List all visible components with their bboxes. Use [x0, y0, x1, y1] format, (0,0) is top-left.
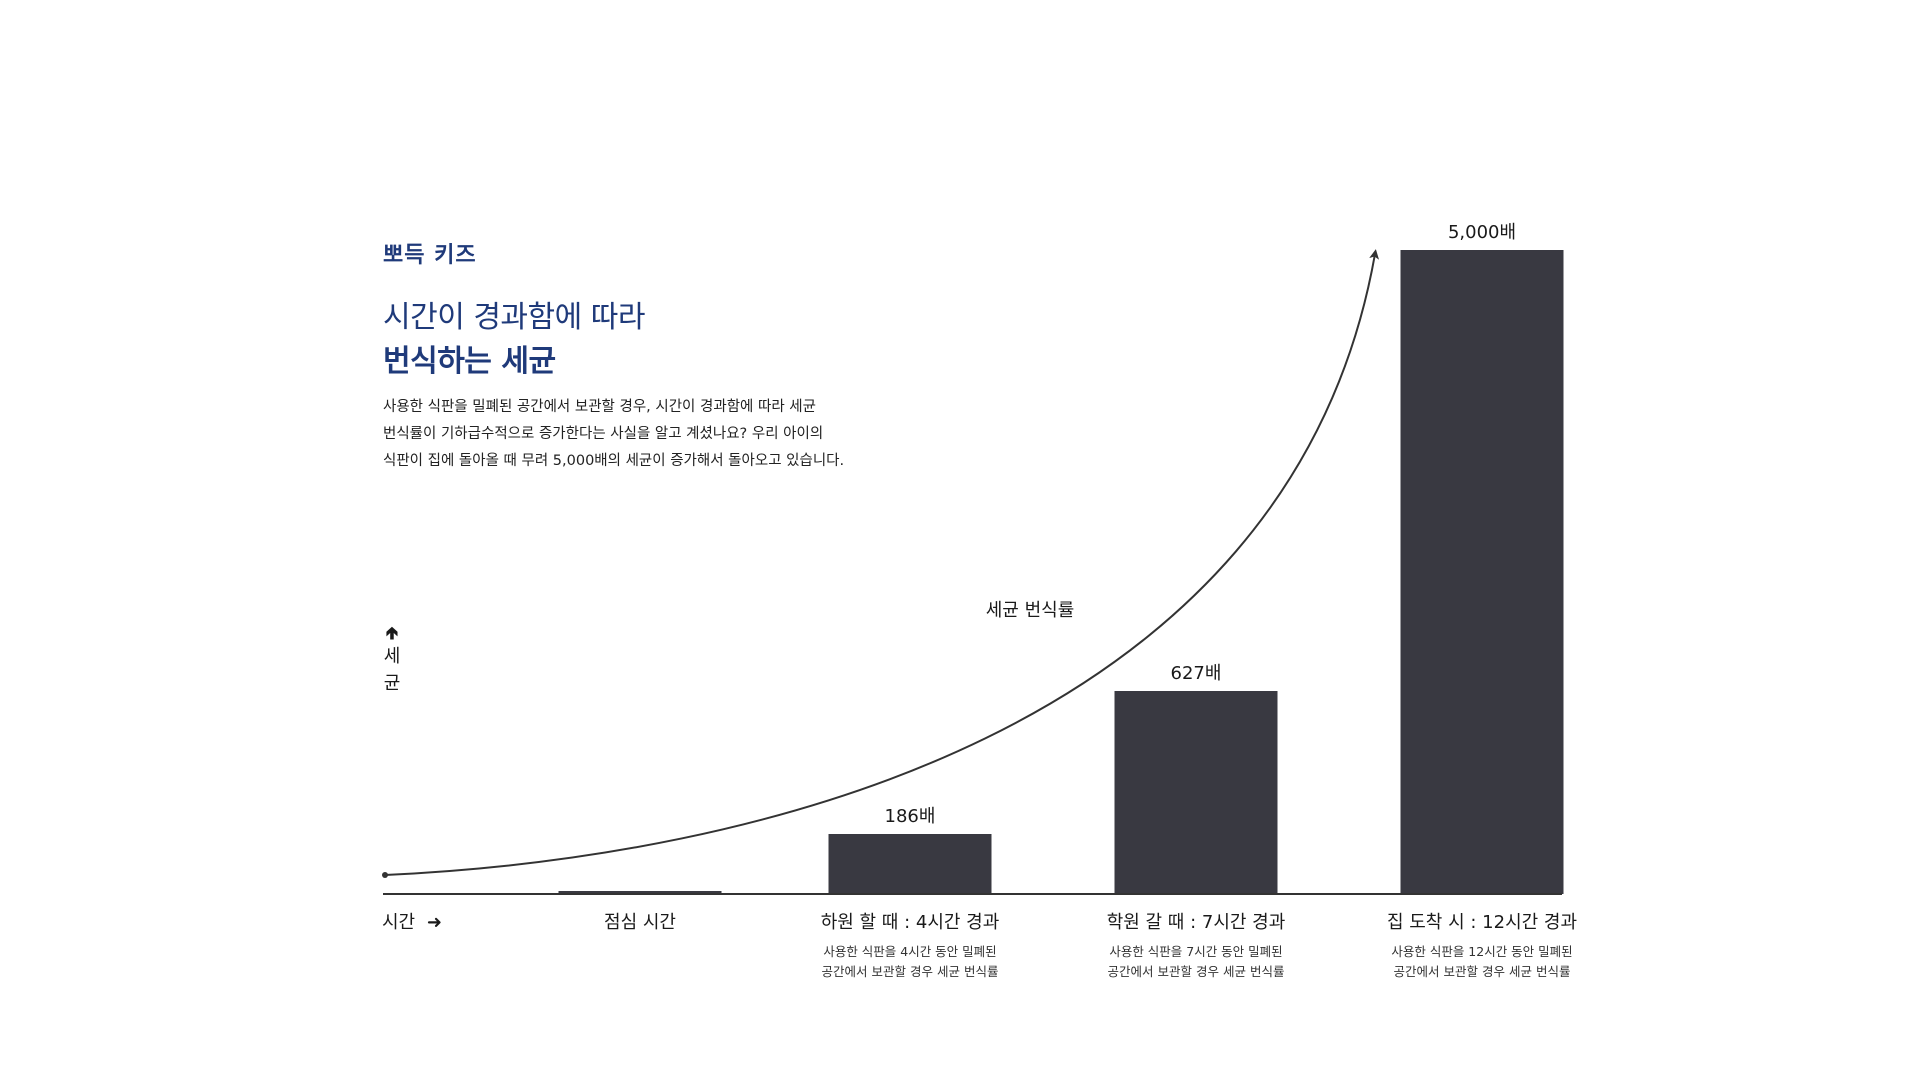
category-4h: 하원 할 때 : 4시간 경과 사용한 식판을 4시간 동안 밀폐된 공간에서 …: [750, 908, 1070, 982]
bars-layer: 186배 627배 5,000배: [558, 222, 1564, 894]
curve-start-dot: [382, 872, 388, 878]
category-label: 점심 시간: [604, 912, 676, 933]
growth-curve: [384, 249, 1380, 876]
y-axis-char: 세: [383, 646, 401, 667]
bar-value-label: 627배: [1171, 663, 1222, 684]
page-title-line1: 시간이 경과함에 따라: [383, 300, 645, 335]
bar: [1400, 250, 1564, 894]
x-axis-label: 시간 ➜: [382, 908, 442, 934]
y-axis-label: 🢁 세 균: [382, 625, 402, 697]
category-sublabel: 사용한 식판을 12시간 동안 밀폐된 공간에서 보관할 경우 세균 번식률: [1322, 942, 1642, 982]
brand-name: 뽀득 키즈: [383, 243, 477, 268]
sublabel-line: 공간에서 보관할 경우 세균 번식률: [1393, 964, 1571, 979]
category-sublabel: 사용한 식판을 4시간 동안 밀폐된 공간에서 보관할 경우 세균 번식률: [750, 942, 1070, 982]
category-lunch: 점심 시간: [480, 908, 800, 934]
sublabel-line: 사용한 식판을 7시간 동안 밀폐된: [1109, 944, 1283, 959]
category-12h: 집 도착 시 : 12시간 경과 사용한 식판을 12시간 동안 밀폐된 공간에…: [1322, 908, 1642, 982]
page-title-line2: 번식하는 세균: [383, 344, 556, 379]
category-label: 학원 갈 때 : 7시간 경과: [1106, 912, 1286, 933]
arrow-right-icon: ➜: [426, 912, 442, 933]
category-label: 집 도착 시 : 12시간 경과: [1386, 912, 1578, 933]
category-7h: 학원 갈 때 : 7시간 경과 사용한 식판을 7시간 동안 밀폐된 공간에서 …: [1036, 908, 1356, 982]
sublabel-line: 사용한 식판을 4시간 동안 밀폐된: [823, 944, 997, 959]
bar: [558, 891, 722, 894]
category-label: 하원 할 때 : 4시간 경과: [820, 912, 1000, 933]
bar: [1114, 691, 1278, 894]
description-line: 사용한 식판을 밀폐된 공간에서 보관할 경우, 시간이 경과함에 따라 세균: [383, 399, 816, 415]
y-axis-char: 균: [383, 673, 401, 694]
sublabel-line: 공간에서 보관할 경우 세균 번식률: [1107, 964, 1285, 979]
description-line: 식판이 집에 돌아올 때 무려 5,000배의 세균이 증가해서 돌아오고 있습…: [383, 453, 845, 469]
bar-value-label: 186배: [885, 806, 936, 827]
bar-value-label: 5,000배: [1448, 222, 1516, 243]
x-axis-text: 시간: [382, 912, 416, 933]
arrow-up-icon: 🢁: [385, 623, 399, 644]
sublabel-line: 공간에서 보관할 경우 세균 번식률: [821, 964, 999, 979]
curve-label: 세균 번식률: [986, 600, 1075, 621]
description-line: 번식률이 기하급수적으로 증가한다는 사실을 알고 계셨나요? 우리 아이의: [383, 426, 824, 442]
description: 사용한 식판을 밀폐된 공간에서 보관할 경우, 시간이 경과함에 따라 세균 …: [383, 394, 903, 475]
bar: [828, 834, 992, 894]
sublabel-line: 사용한 식판을 12시간 동안 밀폐된: [1391, 944, 1573, 959]
category-sublabel: 사용한 식판을 7시간 동안 밀폐된 공간에서 보관할 경우 세균 번식률: [1036, 942, 1356, 982]
